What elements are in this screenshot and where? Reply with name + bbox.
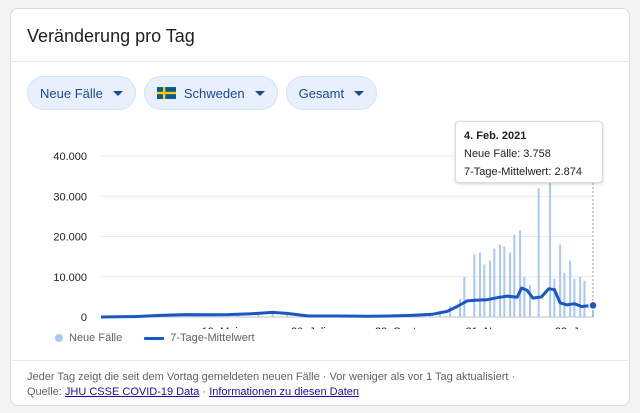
- title-divider: [11, 61, 629, 62]
- y-tick-label: 10.000: [53, 272, 87, 284]
- hover-point: [588, 300, 598, 311]
- caret-down-icon: [112, 90, 123, 96]
- period-dropdown-label: Gesamt: [298, 85, 345, 101]
- card-title: Veränderung pro Tag: [27, 26, 195, 46]
- bar[interactable]: [519, 230, 522, 317]
- legend-item-average[interactable]: 7-Tage-Mittelwert: [144, 332, 255, 344]
- tooltip-date: 4. Feb. 2021: [464, 130, 527, 142]
- bar[interactable]: [553, 278, 556, 317]
- chart-legend: Neue Fälle 7-Tage-Mittelwert: [55, 332, 255, 344]
- period-dropdown[interactable]: Gesamt: [285, 76, 378, 110]
- caret-down-icon: [254, 90, 265, 96]
- footer-divider: [11, 360, 629, 361]
- legend-line-icon: [144, 336, 165, 340]
- bar[interactable]: [503, 246, 506, 317]
- bar[interactable]: [529, 284, 532, 317]
- bar[interactable]: [569, 260, 572, 317]
- caret-down-icon: [354, 90, 365, 96]
- sweden-flag-icon: [156, 87, 176, 99]
- bar[interactable]: [583, 280, 586, 317]
- x-tick-label: 20. Sept.: [375, 326, 419, 329]
- footer-note: Jeder Tag zeigt die seit dem Vortag geme…: [27, 371, 516, 383]
- y-tick-label: 20.000: [53, 232, 87, 244]
- bar[interactable]: [458, 298, 461, 317]
- bar[interactable]: [479, 252, 482, 317]
- y-tick-label: 40.000: [53, 151, 87, 163]
- bar[interactable]: [483, 264, 486, 317]
- bar[interactable]: [285, 314, 288, 317]
- source-label: Quelle:: [27, 386, 62, 398]
- filter-bar: Neue Fälle Schweden Gesamt: [27, 76, 378, 110]
- tooltip-cases: Neue Fälle: 3.758: [464, 148, 551, 160]
- bar[interactable]: [509, 252, 512, 317]
- y-tick-label: 0: [81, 312, 87, 324]
- bar[interactable]: [573, 278, 576, 317]
- bar[interactable]: [537, 188, 540, 317]
- chart-tooltip: 4. Feb. 2021 Neue Fälle: 3.758 7-Tage-Mi…: [455, 121, 603, 183]
- bar[interactable]: [513, 234, 516, 317]
- x-tick-label: 22. Jan.: [555, 326, 594, 329]
- covid-chart-card: Veränderung pro Tag Neue Fälle Schweden …: [10, 8, 630, 406]
- legend-label-new-cases: Neue Fälle: [69, 332, 123, 344]
- legend-label-average: 7-Tage-Mittelwert: [170, 332, 255, 344]
- metric-dropdown[interactable]: Neue Fälle: [27, 76, 136, 110]
- bar[interactable]: [463, 276, 466, 317]
- legend-item-new-cases[interactable]: Neue Fälle: [55, 332, 122, 344]
- footer-separator: ·: [202, 386, 207, 398]
- legend-dot-icon: [55, 334, 63, 342]
- bar[interactable]: [489, 260, 492, 317]
- chart-footer: Jeder Tag zeigt die seit dem Vortag geme…: [27, 370, 617, 400]
- country-dropdown[interactable]: Schweden: [143, 76, 278, 110]
- bar[interactable]: [563, 272, 566, 317]
- bar[interactable]: [523, 276, 526, 317]
- bar[interactable]: [499, 244, 502, 317]
- x-tick-label: 20. Juli: [291, 326, 326, 329]
- country-dropdown-label: Schweden: [183, 85, 245, 101]
- y-tick-label: 30.000: [53, 191, 87, 203]
- series-line-7-day-average: [100, 286, 594, 319]
- x-tick-label: 21. Nov.: [466, 326, 506, 329]
- bar[interactable]: [493, 248, 496, 317]
- bar[interactable]: [473, 254, 476, 317]
- source-link[interactable]: JHU CSSE COVID-19 Data: [64, 386, 200, 398]
- info-link[interactable]: Informationen zu diesen Daten: [209, 386, 360, 398]
- bar[interactable]: [559, 244, 562, 317]
- footer-source-row: Quelle: JHU CSSE COVID-19 Data · Informa…: [27, 385, 617, 400]
- metric-dropdown-label: Neue Fälle: [40, 85, 103, 101]
- x-tick-label: 19. Mai: [202, 326, 238, 329]
- bar[interactable]: [579, 276, 582, 317]
- bar[interactable]: [549, 176, 552, 317]
- tooltip-average: 7-Tage-Mittelwert: 2.874: [464, 166, 582, 178]
